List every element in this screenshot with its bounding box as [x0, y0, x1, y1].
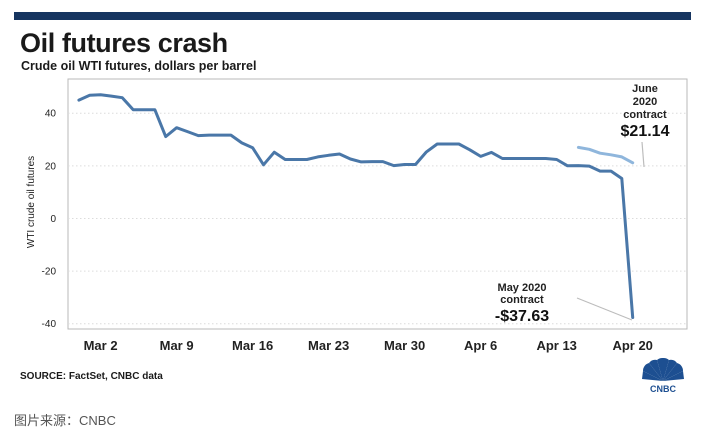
y-tick-label: -20: [42, 267, 57, 278]
line-chart: 40 20 0 -20 -40 Mar 2 Mar 9 Mar 16 Mar 23 Mar 30…: [26, 78, 688, 353]
x-tick-label: Apr 20: [612, 338, 652, 353]
x-tick-label: Mar 30: [384, 338, 425, 353]
series-line-june-contract: [576, 145, 635, 165]
cnbc-peacock-logo: CNBC: [642, 357, 684, 394]
chart-title: Oil futures crash: [20, 28, 228, 58]
series-lines: [77, 93, 635, 319]
plot-frame: [67, 78, 688, 330]
may-annotation-leader: [576, 297, 633, 321]
top-accent-bar: [14, 12, 691, 20]
y-tick-label: 40: [45, 109, 57, 120]
x-axis-ticks: Mar 2 Mar 9 Mar 16 Mar 23 Mar 30 Apr 6 Apr 13 A…: [84, 338, 653, 353]
june-annotation-value: $21.14: [621, 123, 670, 140]
june-annotation: June 2020 contract $21.14: [621, 83, 670, 140]
y-tick-label: 20: [45, 161, 57, 172]
peacock-icon: [642, 357, 684, 381]
series-line-may-contract: [77, 93, 635, 319]
y-axis-label: WTI crude oil futures: [26, 156, 37, 248]
may-annotation-line-1: May 2020: [498, 282, 547, 294]
y-tick-label: -40: [42, 319, 57, 330]
image-caption: 图片来源：CNBC: [14, 413, 116, 428]
june-annotation-line-1: June: [632, 83, 658, 95]
y-axis-ticks: 40 20 0 -20 -40: [42, 109, 57, 331]
chart-subtitle: Crude oil WTI futures, dollars per barre…: [21, 59, 257, 73]
may-annotation: May 2020 contract -$37.63: [495, 282, 549, 325]
x-tick-label: Apr 13: [536, 338, 576, 353]
x-tick-label: Mar 2: [84, 338, 118, 353]
y-tick-label: 0: [50, 214, 56, 225]
june-annotation-line-3: contract: [623, 109, 667, 121]
june-annotation-line-2: 2020: [633, 96, 657, 108]
x-tick-label: Mar 23: [308, 338, 349, 353]
x-tick-label: Apr 6: [464, 338, 497, 353]
may-annotation-line-2: contract: [500, 294, 544, 306]
june-annotation-leader: [641, 141, 645, 168]
source-note: SOURCE: FactSet, CNBC data: [20, 371, 163, 382]
may-annotation-value: -$37.63: [495, 308, 549, 325]
x-tick-label: Mar 9: [160, 338, 194, 353]
logo-wordmark: CNBC: [650, 384, 676, 394]
gridlines: [68, 112, 687, 325]
x-tick-label: Mar 16: [232, 338, 273, 353]
